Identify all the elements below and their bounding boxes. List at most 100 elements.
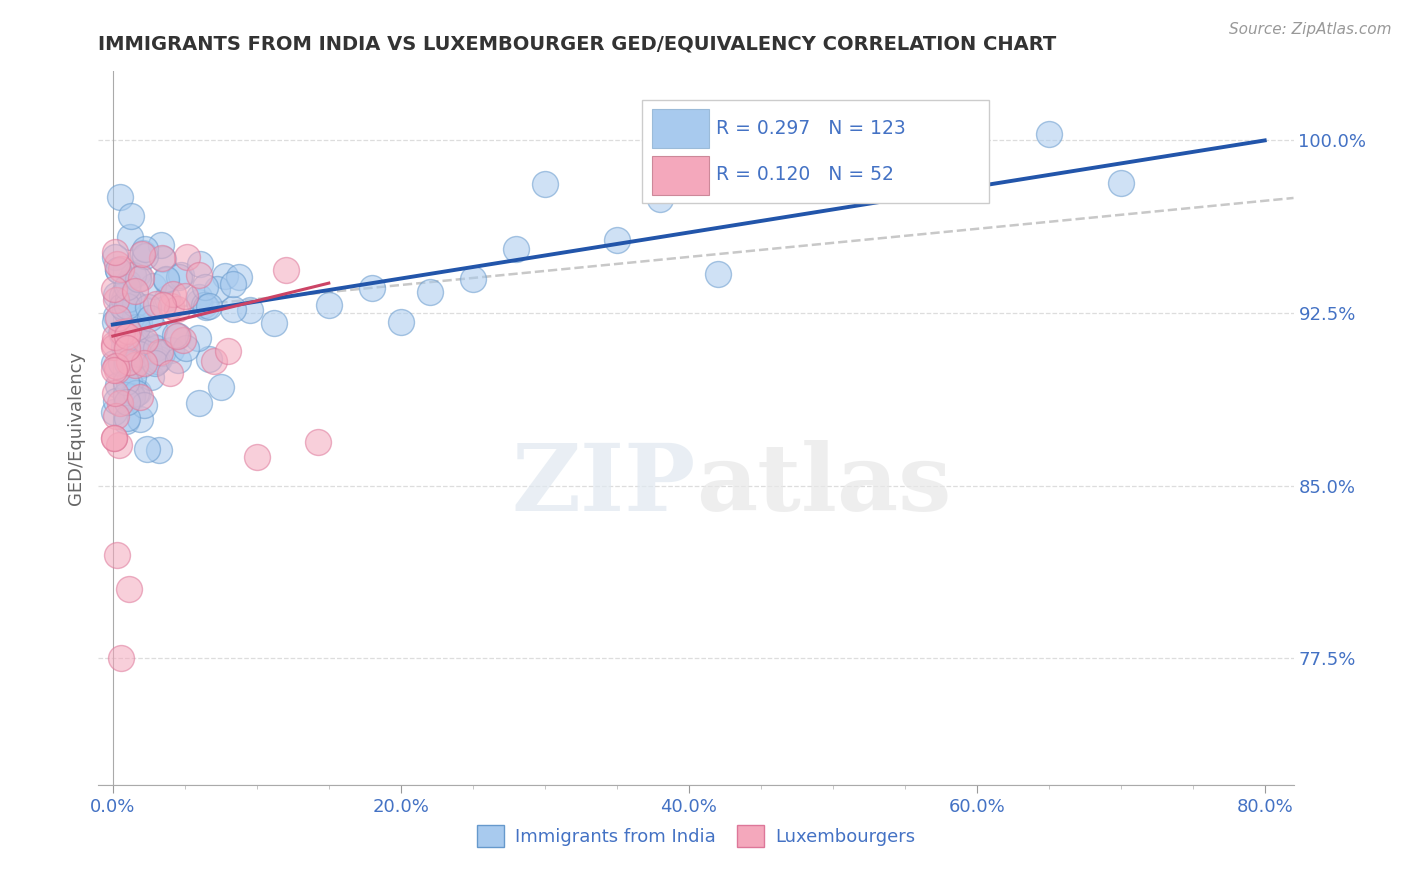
Point bbox=[103, 282, 125, 296]
Point bbox=[132, 355, 155, 369]
Point bbox=[198, 299, 221, 313]
Text: Source: ZipAtlas.com: Source: ZipAtlas.com bbox=[1229, 22, 1392, 37]
Point bbox=[108, 438, 131, 452]
Point bbox=[138, 300, 160, 314]
Point bbox=[121, 370, 143, 384]
Point bbox=[821, 137, 844, 152]
Point bbox=[120, 388, 142, 402]
Point bbox=[222, 301, 245, 316]
Point bbox=[124, 310, 146, 325]
Point bbox=[107, 310, 129, 325]
Point bbox=[105, 257, 128, 271]
Point bbox=[173, 288, 195, 302]
Point bbox=[104, 288, 127, 302]
Point bbox=[115, 414, 138, 428]
Point bbox=[194, 279, 217, 293]
Point bbox=[107, 263, 129, 277]
Point bbox=[114, 375, 136, 389]
Point bbox=[170, 268, 193, 282]
Point bbox=[134, 249, 156, 263]
Point bbox=[122, 382, 145, 396]
FancyBboxPatch shape bbox=[643, 100, 988, 203]
Point bbox=[132, 398, 155, 412]
Point bbox=[110, 651, 132, 665]
Point bbox=[156, 291, 179, 305]
Point bbox=[142, 278, 165, 293]
Point bbox=[194, 301, 217, 315]
Point bbox=[103, 431, 125, 445]
Point bbox=[150, 238, 173, 252]
Point bbox=[118, 380, 141, 394]
Y-axis label: GED/Equivalency: GED/Equivalency bbox=[66, 351, 84, 505]
Point bbox=[107, 377, 129, 392]
Point bbox=[145, 356, 167, 370]
Point bbox=[127, 384, 149, 399]
Point bbox=[167, 328, 190, 343]
Point bbox=[159, 299, 181, 313]
Text: IMMIGRANTS FROM INDIA VS LUXEMBOURGER GED/EQUIVALENCY CORRELATION CHART: IMMIGRANTS FROM INDIA VS LUXEMBOURGER GE… bbox=[98, 34, 1057, 54]
Point bbox=[128, 347, 150, 361]
Text: R = 0.120   N = 52: R = 0.120 N = 52 bbox=[716, 165, 894, 185]
Point bbox=[104, 315, 127, 329]
Point bbox=[166, 329, 188, 343]
Point bbox=[166, 302, 188, 317]
Point bbox=[103, 431, 125, 445]
Point bbox=[114, 302, 136, 317]
Point bbox=[118, 375, 141, 389]
Point bbox=[104, 359, 127, 373]
Point bbox=[129, 270, 152, 285]
Point bbox=[115, 411, 138, 425]
Point bbox=[108, 190, 131, 204]
Point bbox=[107, 263, 129, 277]
Point bbox=[127, 271, 149, 285]
Text: R = 0.297   N = 123: R = 0.297 N = 123 bbox=[716, 119, 905, 138]
Point bbox=[105, 293, 128, 307]
Text: ZIP: ZIP bbox=[512, 441, 696, 530]
Point bbox=[145, 341, 167, 355]
Point bbox=[129, 359, 152, 373]
Point bbox=[105, 394, 128, 409]
Point bbox=[115, 356, 138, 370]
Point bbox=[188, 257, 211, 271]
Point bbox=[121, 268, 143, 283]
Point bbox=[104, 409, 127, 424]
Point bbox=[124, 351, 146, 366]
Point bbox=[127, 334, 149, 348]
FancyBboxPatch shape bbox=[652, 109, 709, 148]
Point bbox=[167, 269, 190, 284]
Point bbox=[112, 327, 135, 342]
Point bbox=[461, 272, 484, 286]
FancyBboxPatch shape bbox=[652, 155, 709, 194]
Point bbox=[150, 345, 173, 359]
Point bbox=[124, 356, 146, 370]
Point bbox=[103, 336, 125, 351]
Point bbox=[1038, 128, 1060, 142]
Point bbox=[193, 298, 215, 312]
Point bbox=[112, 292, 135, 306]
Point bbox=[115, 299, 138, 313]
Point bbox=[533, 178, 555, 192]
Point bbox=[127, 267, 149, 281]
Point bbox=[214, 268, 236, 283]
Point bbox=[118, 229, 141, 244]
Point bbox=[110, 262, 132, 277]
Legend: Immigrants from India, Luxembourgers: Immigrants from India, Luxembourgers bbox=[470, 818, 922, 855]
Point bbox=[128, 390, 150, 404]
Point bbox=[505, 242, 527, 256]
Point bbox=[117, 293, 139, 307]
Point bbox=[419, 285, 441, 299]
Point bbox=[104, 386, 127, 401]
Point bbox=[217, 344, 239, 359]
Point bbox=[263, 316, 285, 330]
Point bbox=[152, 252, 174, 266]
Point bbox=[187, 331, 209, 345]
Point bbox=[115, 332, 138, 346]
Point bbox=[115, 328, 138, 343]
Point bbox=[163, 328, 186, 343]
Point bbox=[110, 396, 132, 410]
Point bbox=[134, 333, 156, 347]
Point bbox=[105, 362, 128, 376]
Point bbox=[146, 353, 169, 368]
Point bbox=[172, 333, 194, 347]
Point bbox=[162, 287, 184, 301]
